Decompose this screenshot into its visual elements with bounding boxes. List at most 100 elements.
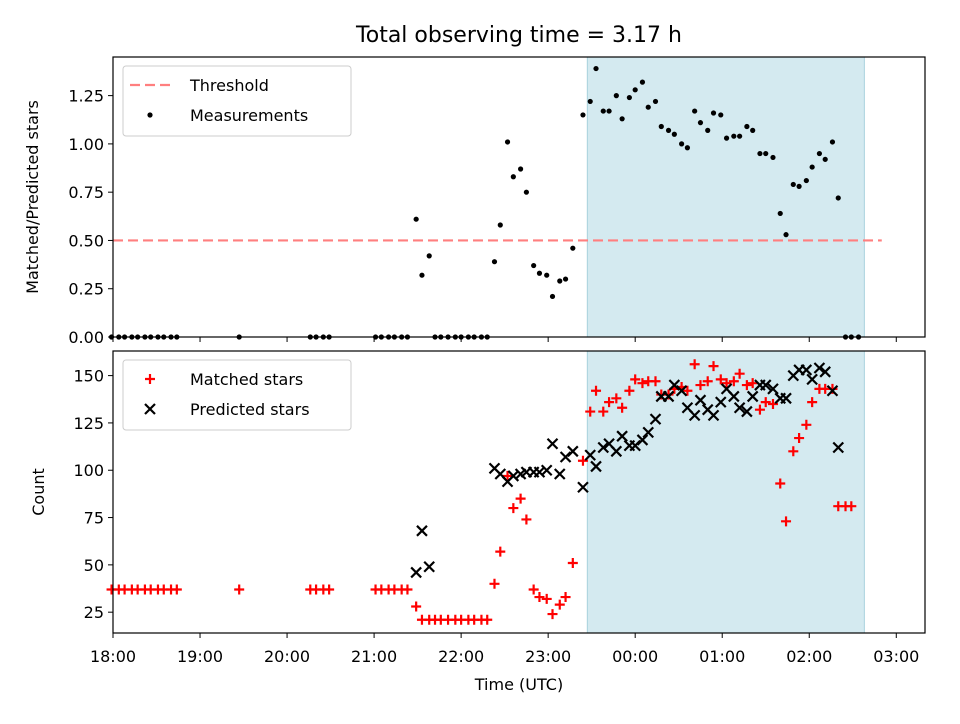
chart-title: Total observing time = 3.17 h — [355, 23, 682, 48]
matched-star-point — [624, 385, 635, 396]
measurement-point — [718, 112, 724, 118]
matched-star-point — [630, 374, 641, 385]
measurement-point — [835, 195, 841, 201]
measurement-point — [570, 245, 576, 251]
legend-label: Predicted stars — [190, 400, 310, 419]
matched-star-point — [515, 493, 526, 504]
measurement-point — [790, 181, 796, 188]
matched-star-point — [495, 546, 506, 557]
y-axis-label: Matched/Predicted stars — [23, 100, 42, 294]
predicted-star-point — [423, 560, 435, 573]
matched-star-point — [760, 397, 771, 408]
y-tick-label: 150 — [73, 367, 104, 386]
matched-star-point — [560, 592, 571, 603]
measurement-point — [684, 145, 691, 151]
measurement-point — [613, 93, 619, 99]
legend-box — [122, 359, 352, 431]
matched-star-point — [577, 455, 588, 466]
predicted-star-point — [694, 394, 707, 406]
matched-star-point — [617, 402, 628, 413]
measurement-point — [705, 127, 711, 133]
matched-star-point — [650, 376, 661, 387]
matched-star-point — [781, 516, 792, 527]
y-tick-label: 100 — [73, 461, 104, 480]
predicted-star-point — [610, 445, 623, 458]
measurement-point — [671, 131, 677, 137]
predicted-star-point — [832, 441, 845, 454]
measurement-point — [491, 259, 498, 265]
y-tick-label: 0.00 — [68, 328, 104, 347]
legend-box — [122, 65, 352, 137]
measurement-point — [426, 253, 432, 259]
matched-star-point — [741, 380, 752, 391]
predicted-star-point — [642, 426, 655, 439]
x-tick-label: 22:00 — [438, 647, 484, 666]
axes-frame — [112, 350, 926, 634]
predicted-star-point — [553, 468, 566, 480]
measurement-point — [796, 183, 802, 189]
matched-star-point — [554, 599, 565, 610]
legend: Threshold Measurements — [122, 65, 352, 137]
measurement-point — [744, 123, 750, 130]
y-tick-label: 75 — [84, 509, 104, 528]
predicted-star-point — [540, 464, 553, 477]
measurement-point — [757, 150, 763, 157]
measurement-point — [557, 278, 563, 284]
matched-star-point — [534, 592, 545, 603]
measurement-point — [562, 276, 569, 282]
predicted-star-point — [780, 392, 792, 405]
y-tick-label: 0.25 — [68, 280, 104, 299]
measurement-point — [783, 232, 789, 238]
y-axis-label: Count — [29, 468, 48, 516]
matched-star-point — [411, 601, 422, 612]
matched-star-point — [585, 406, 596, 417]
y-tick-label: 125 — [73, 414, 104, 433]
matched-star-point — [598, 406, 609, 417]
measurement-point — [645, 104, 651, 110]
measurement-point — [587, 98, 593, 105]
measurement-point — [816, 150, 823, 157]
measurement-point — [504, 139, 511, 145]
measurement-point — [777, 210, 783, 217]
matched-star-point — [171, 584, 182, 595]
matched-star-point — [788, 446, 799, 457]
predicted-star-point — [767, 383, 779, 395]
matched-star-point — [591, 385, 602, 396]
measurement-point — [619, 116, 625, 122]
top-panel: 0.00 0.25 0.50 0.75 1.00 1.25 Matched/Predicte… — [23, 56, 926, 347]
measurement-point — [763, 150, 769, 157]
matched-star-point — [754, 404, 765, 415]
observing-window-span — [586, 56, 865, 338]
matched-star-point — [541, 593, 552, 604]
matched-star-point — [708, 361, 719, 372]
matched-star-point — [794, 433, 805, 444]
legend-matched-swatch — [145, 374, 155, 384]
measurement-point — [803, 177, 809, 184]
measurement-point — [593, 65, 599, 72]
matched-star-point — [846, 501, 857, 512]
measurement-point — [679, 141, 685, 147]
matched-star-point — [695, 380, 706, 391]
x-tick-label: 01:00 — [699, 647, 745, 666]
legend-label: Measurements — [190, 106, 308, 125]
predicted-star-point — [819, 366, 831, 378]
matched-star-point — [482, 614, 493, 625]
predicted-star-point — [616, 430, 628, 442]
matched-star-point — [489, 578, 500, 589]
x-tick-label: 21:00 — [351, 647, 397, 666]
measurement-point — [419, 272, 425, 278]
predicted-star-point — [559, 451, 572, 463]
measurement-point — [523, 189, 529, 195]
measurement-point — [536, 270, 543, 276]
legend-measurement-swatch — [147, 112, 153, 118]
measurement-point — [639, 79, 646, 85]
x-tick-label: 19:00 — [177, 647, 223, 666]
matched-star-point — [508, 503, 519, 514]
matched-star-point — [604, 397, 615, 408]
measurement-point — [750, 127, 756, 133]
axes-frame — [112, 56, 926, 338]
y-tick-label: 1.00 — [68, 135, 104, 154]
predicted-star-point — [668, 379, 681, 391]
predicted-star-point — [806, 373, 818, 386]
